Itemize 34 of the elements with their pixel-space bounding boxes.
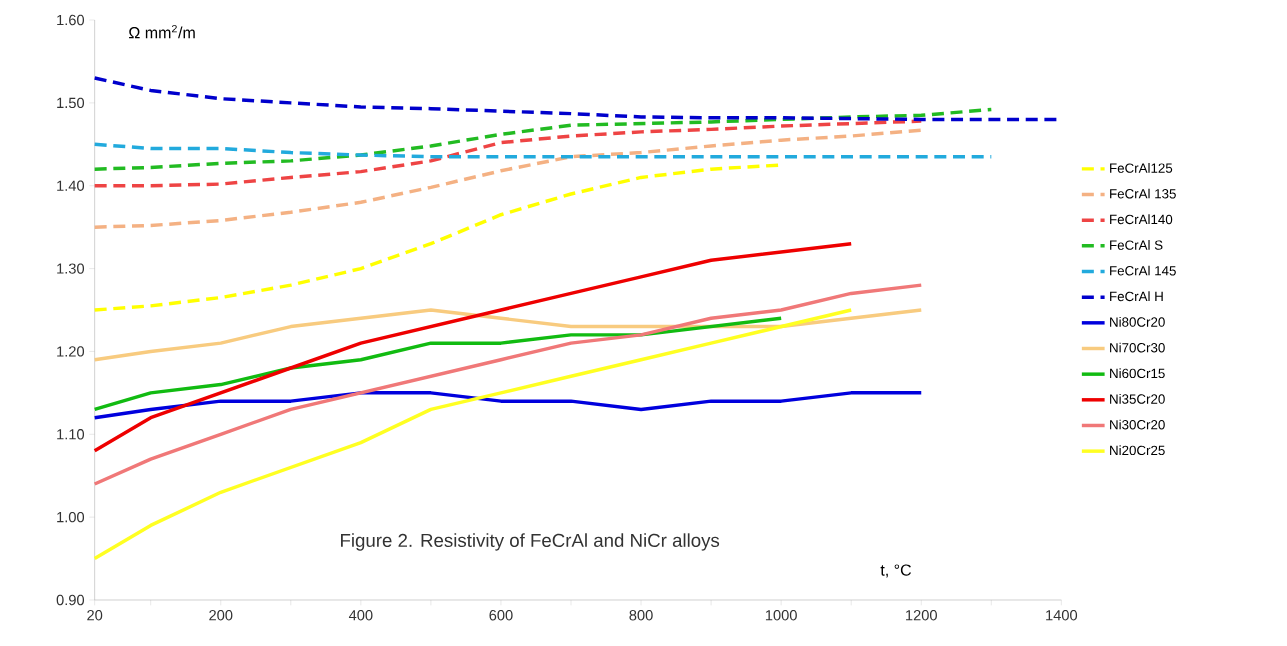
line-series	[92, 128, 923, 229]
legend-label: Ni30Cr20	[1110, 419, 1165, 430]
legend-label: FeCrAl S	[1110, 240, 1163, 250]
x-tick-label: 1200	[906, 610, 937, 621]
y-tick-label: 1.50	[57, 97, 85, 109]
y-tick-label: 0.90	[56, 594, 85, 606]
y-tick-label: 1.60	[57, 14, 85, 26]
x-tick-label: 200	[209, 610, 233, 621]
legend-label: Ni60Cr15	[1110, 368, 1165, 379]
legend-label: Ni20Cr25	[1110, 445, 1165, 456]
legend-label: FeCrAl H	[1110, 291, 1163, 302]
y-axis-title: Ω mm$^{2}$/m	[129, 24, 195, 39]
legend-label: Ni70Cr30	[1110, 342, 1165, 353]
legend-label: FeCrAl125	[1110, 163, 1173, 173]
legend-label: Ni35Cr20	[1110, 393, 1165, 404]
x-tick-label: 800	[629, 610, 653, 621]
x-tick-label: 20	[87, 610, 103, 621]
y-tick-label: 1.30	[57, 263, 85, 274]
y-tick-label: 1.00	[57, 511, 85, 523]
line-series	[92, 391, 923, 420]
legend-label: FeCrAl140	[1110, 214, 1173, 225]
y-tick-label: 1.20	[57, 346, 85, 357]
x-tick-label: 600	[489, 610, 513, 621]
x-tick-label: 400	[348, 610, 373, 621]
legend-label: FeCrAl 135	[1110, 188, 1176, 199]
y-tick-label: 1.40	[57, 180, 85, 191]
annotation: Figure 2. Resistivity of FeCrAl and NiCr alloys	[341, 533, 720, 551]
line-series	[92, 119, 923, 188]
x-axis-title: t, °C	[880, 564, 912, 578]
x-tick-label: 1400	[1046, 610, 1078, 621]
legend-label: Ni80Cr20	[1110, 317, 1165, 327]
x-tick-label: 1000	[765, 610, 797, 621]
legend-label: FeCrAl 145	[1110, 265, 1176, 276]
y-tick-label: 1.10	[57, 429, 85, 440]
